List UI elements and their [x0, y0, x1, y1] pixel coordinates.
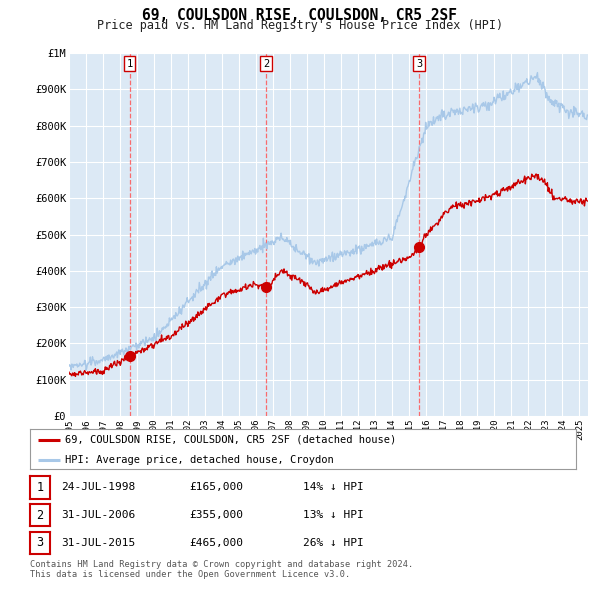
Text: 3: 3	[416, 58, 422, 68]
Text: 26% ↓ HPI: 26% ↓ HPI	[303, 538, 364, 548]
Text: 69, COULSDON RISE, COULSDON, CR5 2SF (detached house): 69, COULSDON RISE, COULSDON, CR5 2SF (de…	[65, 435, 397, 445]
Text: Price paid vs. HM Land Registry's House Price Index (HPI): Price paid vs. HM Land Registry's House …	[97, 19, 503, 32]
Text: £355,000: £355,000	[189, 510, 243, 520]
Text: HPI: Average price, detached house, Croydon: HPI: Average price, detached house, Croy…	[65, 455, 334, 466]
Text: 2: 2	[37, 509, 43, 522]
Text: Contains HM Land Registry data © Crown copyright and database right 2024.: Contains HM Land Registry data © Crown c…	[30, 560, 413, 569]
Text: 24-JUL-1998: 24-JUL-1998	[61, 483, 136, 492]
Text: 2: 2	[263, 58, 269, 68]
Text: 1: 1	[37, 481, 43, 494]
Text: £465,000: £465,000	[189, 538, 243, 548]
Text: 14% ↓ HPI: 14% ↓ HPI	[303, 483, 364, 492]
Text: 3: 3	[37, 536, 43, 549]
Text: 31-JUL-2006: 31-JUL-2006	[61, 510, 136, 520]
Text: 13% ↓ HPI: 13% ↓ HPI	[303, 510, 364, 520]
Text: 31-JUL-2015: 31-JUL-2015	[61, 538, 136, 548]
Text: 69, COULSDON RISE, COULSDON, CR5 2SF: 69, COULSDON RISE, COULSDON, CR5 2SF	[143, 8, 458, 22]
Text: £165,000: £165,000	[189, 483, 243, 492]
Text: This data is licensed under the Open Government Licence v3.0.: This data is licensed under the Open Gov…	[30, 571, 350, 579]
Text: 1: 1	[127, 58, 133, 68]
